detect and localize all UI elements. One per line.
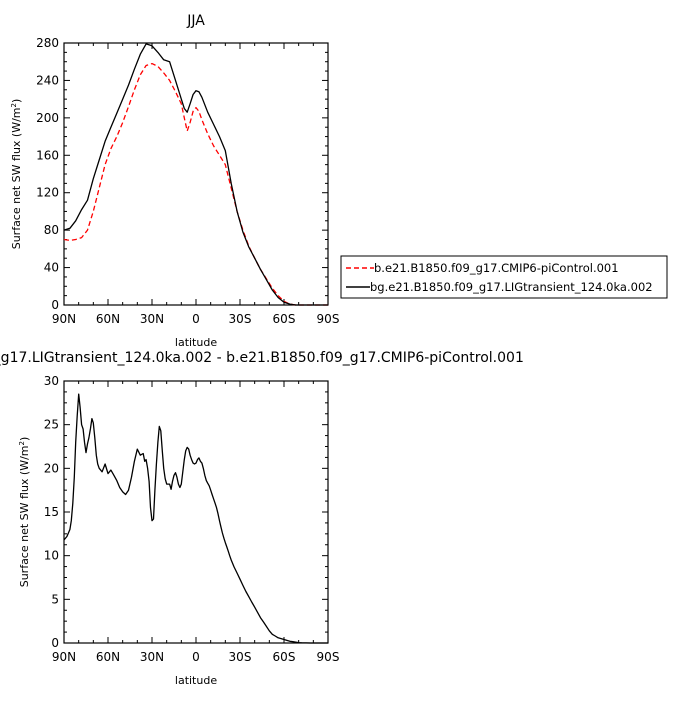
top-y-tick-label: 120 [36,186,59,200]
top-x-tick-label: 0 [192,312,200,326]
top-panel: JJA 90N 60N 30N 0 30S 60S 90S 0 40 80 120 160 200 240… [10,13,339,349]
bottom-series-line-1 [63,393,328,644]
bottom-y-axis-label-sup: 2 [18,441,26,445]
bottom-y-tick-label: 30 [44,374,59,388]
top-series-line-2 [63,43,328,306]
bottom-plot-frame [63,380,329,644]
bottom-y-tick-label: 10 [44,549,59,563]
top-x-tick-label: 90S [317,312,340,326]
top-y-tick-label: 0 [51,298,59,312]
bottom-y-tick-label: 0 [51,636,59,650]
top-chart-title: JJA [186,13,205,29]
bottom-x-tick-label: 30N [140,650,164,664]
top-y-axis-label-main: Surface net SW flux (W/m [10,107,23,249]
legend-label-series-2: bg.e21.B1850.f09_g17.LIGtransient_124.0k… [370,280,653,294]
top-y-axis-label: Surface net SW flux (W/m2) [10,99,23,250]
bottom-x-tick-label: 30S [229,650,252,664]
top-x-tick-label: 60N [96,312,120,326]
top-x-axis-label: latitude [175,336,217,349]
top-y-axis-label-sup: 2 [10,103,18,107]
top-legend: b.e21.B1850.f09_g17.CMIP6-piControl.001 … [340,255,668,299]
legend-frame [340,255,668,299]
bottom-series-group [63,393,328,644]
bottom-y-tick-label: 15 [44,505,59,519]
top-x-tick-label: 60S [273,312,296,326]
top-y-tick-label: 40 [44,261,59,275]
bottom-x-tick-label: 60N [96,650,120,664]
bottom-axis-ticks: 90N 60N 30N 0 30S 60S 90S 0 5 10 15 20 25 30 [44,374,340,664]
bottom-panel: bg.e21.B1850.f09_g17.LIGtransient_124.0k… [0,350,524,687]
top-x-tick-label: 90N [52,312,76,326]
bottom-y-axis-label-close: ) [18,437,31,441]
top-x-tick-label: 30N [140,312,164,326]
bottom-y-axis-label-main: Surface net SW flux (W/m [18,445,31,587]
top-axis-ticks: 90N 60N 30N 0 30S 60S 90S 0 40 80 120 160 200 240 280 [36,36,339,326]
bottom-y-tick-label: 25 [44,418,59,432]
top-series-line-1 [63,62,328,306]
top-plot-frame [63,42,329,306]
top-y-axis-label-close: ) [10,99,23,103]
bottom-x-axis-label: latitude [175,674,217,687]
bottom-chart-title: bg.e21.B1850.f09_g17.LIGtransient_124.0k… [0,350,524,366]
top-y-tick-label: 160 [36,148,59,162]
bottom-y-tick-label: 20 [44,461,59,475]
top-y-tick-label: 240 [36,73,59,87]
bottom-x-tick-label: 0 [192,650,200,664]
top-x-tick-label: 30S [229,312,252,326]
top-y-tick-label: 80 [44,223,59,237]
legend-label-series-1: b.e21.B1850.f09_g17.CMIP6-piControl.001 [374,261,619,275]
bottom-x-tick-label: 90S [317,650,340,664]
top-series-group [63,43,328,306]
bottom-y-axis-label: Surface net SW flux (W/m2) [18,437,31,588]
top-y-tick-label: 280 [36,36,59,50]
bottom-x-tick-label: 90N [52,650,76,664]
bottom-y-tick-label: 5 [51,592,59,606]
top-y-tick-label: 200 [36,111,59,125]
bottom-x-tick-label: 60S [273,650,296,664]
